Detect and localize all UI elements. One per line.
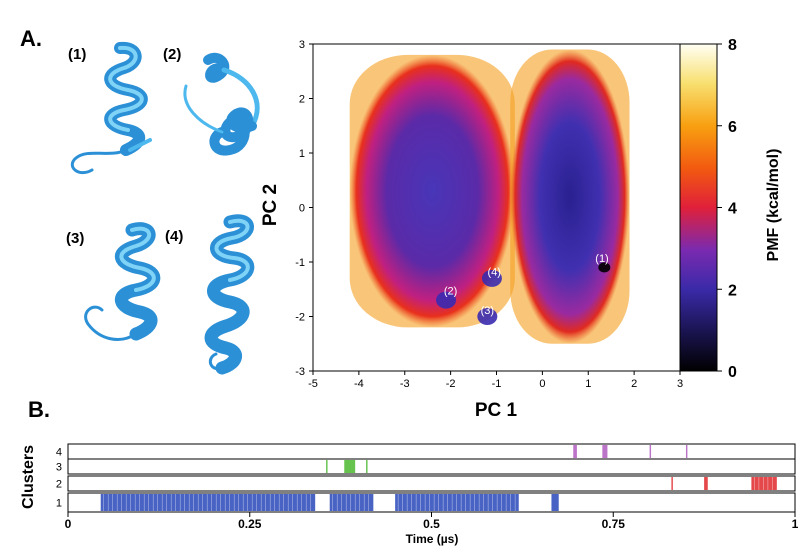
colorbar-label: PMF (kcal/mol) (765, 149, 782, 262)
heatmap-x-axis: -5 -4 -3 -2 -1 0 1 2 3 (308, 371, 683, 390)
cluster-track-4 (67, 443, 796, 460)
cluster-2-segment (671, 477, 673, 490)
structure-4-helix (204, 214, 255, 375)
x-tick-label: -1 (492, 378, 502, 390)
minimum-label-3: (3) (481, 305, 494, 317)
colorbar-tick-label: 6 (728, 119, 737, 136)
energy-minimum-4 (481, 269, 502, 287)
cluster-track-2 (67, 475, 796, 492)
structure-3-helix (84, 222, 161, 341)
timeline-x-label: Time (µs) (406, 532, 459, 546)
density-region-2 (510, 49, 630, 344)
minima-annotations: (1) (2) (3) (4) (444, 253, 609, 317)
cluster-4-segment (602, 445, 608, 458)
structure-label-1: (1) (68, 46, 87, 63)
colorbar-tick-label: 0 (728, 364, 737, 381)
heatmap-plot-area (312, 43, 681, 372)
energy-minimum-3 (477, 308, 498, 325)
x-tick-label: -4 (354, 378, 364, 390)
cluster-4-segment (649, 445, 652, 458)
density-region-1 (349, 54, 515, 328)
energy-minimum-2 (436, 291, 457, 309)
time-tick-label: 0.25 (238, 517, 262, 531)
cluster-3-segment (344, 460, 356, 473)
timeline-x-axis: 0 0.25 0.5 0.75 1 (65, 512, 799, 531)
cluster-track-label: 2 (56, 479, 62, 491)
x-tick-label: -3 (400, 378, 410, 390)
minimum-label-2: (2) (444, 286, 457, 298)
cluster-track-label: 3 (56, 462, 62, 474)
colorbar-axis: 0 2 4 6 8 (717, 37, 737, 381)
minimum-label-1: (1) (595, 253, 608, 265)
structure-label-4: (4) (165, 228, 184, 245)
time-tick-label: 0.75 (602, 517, 626, 531)
x-tick-label: 0 (539, 378, 545, 390)
x-tick-label: 2 (631, 378, 637, 390)
x-tick-label: 1 (585, 378, 591, 390)
time-tick-label: 1 (792, 517, 799, 531)
x-tick-label: 3 (677, 378, 683, 390)
energy-minimum-1 (598, 262, 611, 273)
cluster-1-segment (329, 494, 374, 511)
structure-label-2: (2) (163, 46, 182, 63)
cluster-2-segment (704, 477, 708, 490)
cluster-1-segment (551, 494, 559, 511)
timeline-tracks: 4 3 2 1 (56, 443, 796, 513)
cluster-3-segment (366, 460, 368, 473)
timeline-y-label: Clusters (20, 445, 37, 509)
panel-a-label: A. (20, 26, 42, 51)
cluster-4-segment (573, 445, 577, 458)
time-tick-label: 0.5 (423, 517, 440, 531)
structure-1-helix (70, 41, 152, 175)
structure-2-helix (183, 53, 260, 156)
minimum-label-4: (4) (487, 267, 500, 279)
protein-structures (70, 41, 260, 375)
cluster-4-segment (685, 445, 688, 458)
cluster-track-label: 4 (56, 447, 62, 459)
cluster-3-segment (326, 460, 328, 473)
x-tick-label: -2 (446, 378, 456, 390)
cluster-1-segment (395, 494, 519, 511)
cluster-2-segment (751, 477, 777, 490)
colorbar-tick-label: 2 (728, 282, 737, 299)
colorbar-tick-label: 8 (728, 37, 737, 54)
time-tick-label: 0 (65, 517, 72, 531)
heatmap-x-label: PC 1 (475, 400, 518, 421)
colorbar-tick-label: 4 (728, 201, 737, 218)
cluster-1-segment (100, 494, 316, 511)
structure-label-3: (3) (66, 230, 85, 247)
cluster-track-label: 1 (56, 498, 62, 510)
heatmap-density (349, 49, 630, 344)
cluster-track-1 (67, 492, 796, 513)
colorbar (679, 43, 718, 372)
cluster-track-3 (67, 458, 796, 475)
panel-b-label: B. (28, 397, 50, 422)
